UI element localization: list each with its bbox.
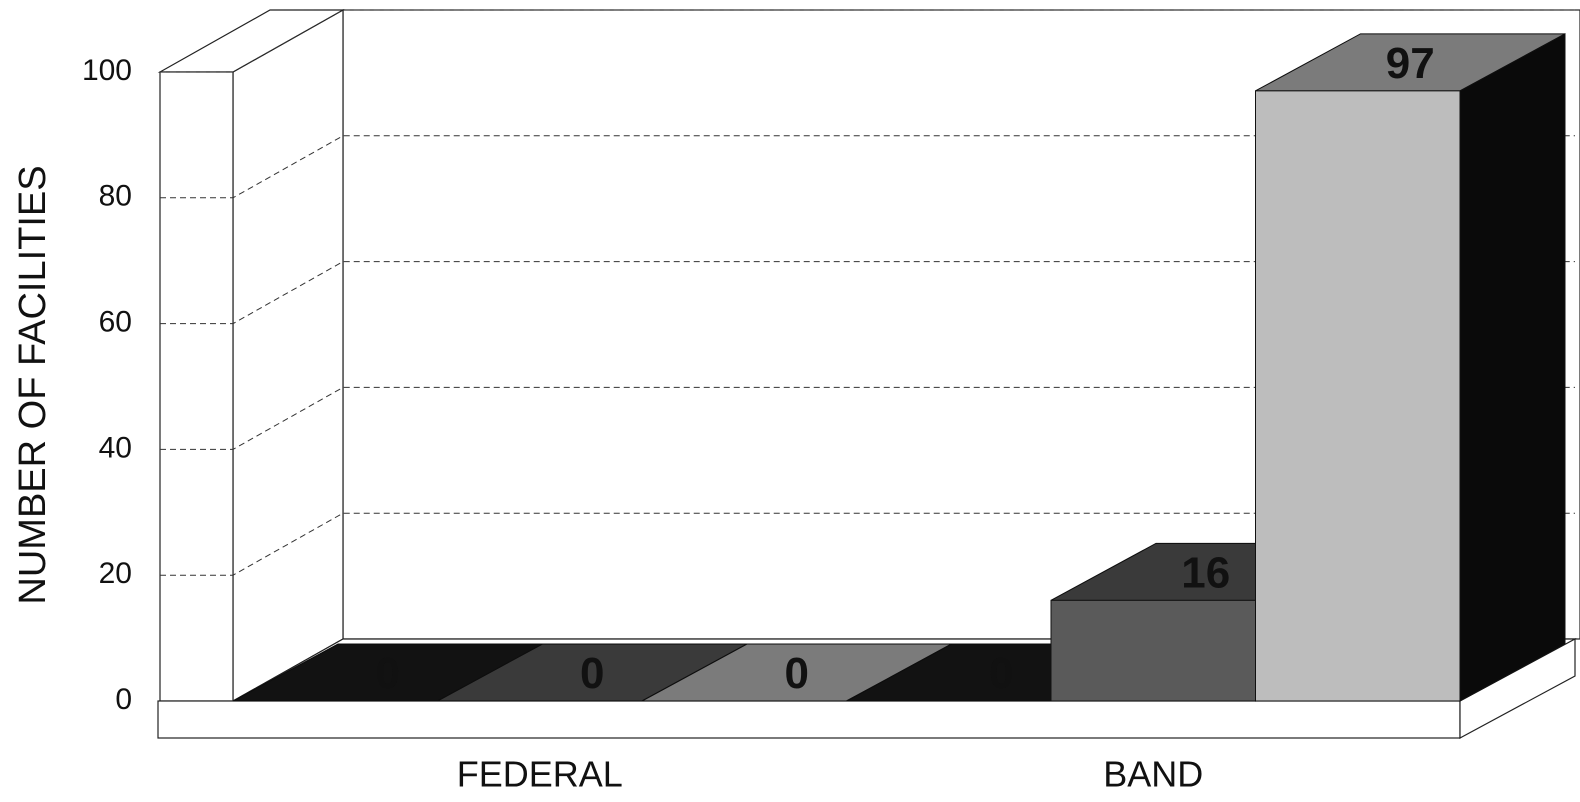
value-label: 0 (580, 649, 604, 698)
value-label: 16 (1181, 548, 1230, 597)
bar-side (1459, 33, 1566, 702)
y-tick-label: 100 (82, 54, 132, 87)
bar-top-shade (437, 644, 747, 701)
grid-line (160, 9, 1575, 73)
bar-top-shade (1255, 33, 1565, 91)
x-tick-label: FEDERAL (457, 754, 623, 795)
floor-front (157, 700, 1461, 739)
grid-line (160, 135, 1575, 199)
bar-top-shade (233, 644, 543, 701)
grid-line (160, 261, 1575, 325)
bar-top-shade (642, 644, 952, 701)
y-tick-label: 20 (99, 557, 132, 590)
side-wall (232, 8, 344, 703)
y-tick-label: 0 (115, 683, 132, 716)
y-tick-label: 80 (99, 180, 132, 213)
value-label: 0 (785, 649, 809, 698)
grid-line (160, 386, 1575, 450)
grid-line (160, 512, 1575, 576)
value-label: 0 (376, 649, 400, 698)
x-tick-label: BAND (1103, 754, 1203, 795)
value-label: 0 (989, 649, 1013, 698)
y-tick-label: 40 (99, 431, 132, 464)
side-wall-front (159, 71, 234, 702)
bar (1050, 599, 1256, 702)
value-label: 97 (1386, 39, 1435, 88)
y-axis-label: NUMBER OF FACILITIES (12, 165, 54, 604)
y-tick-label: 60 (99, 306, 132, 339)
bar (1255, 90, 1461, 702)
